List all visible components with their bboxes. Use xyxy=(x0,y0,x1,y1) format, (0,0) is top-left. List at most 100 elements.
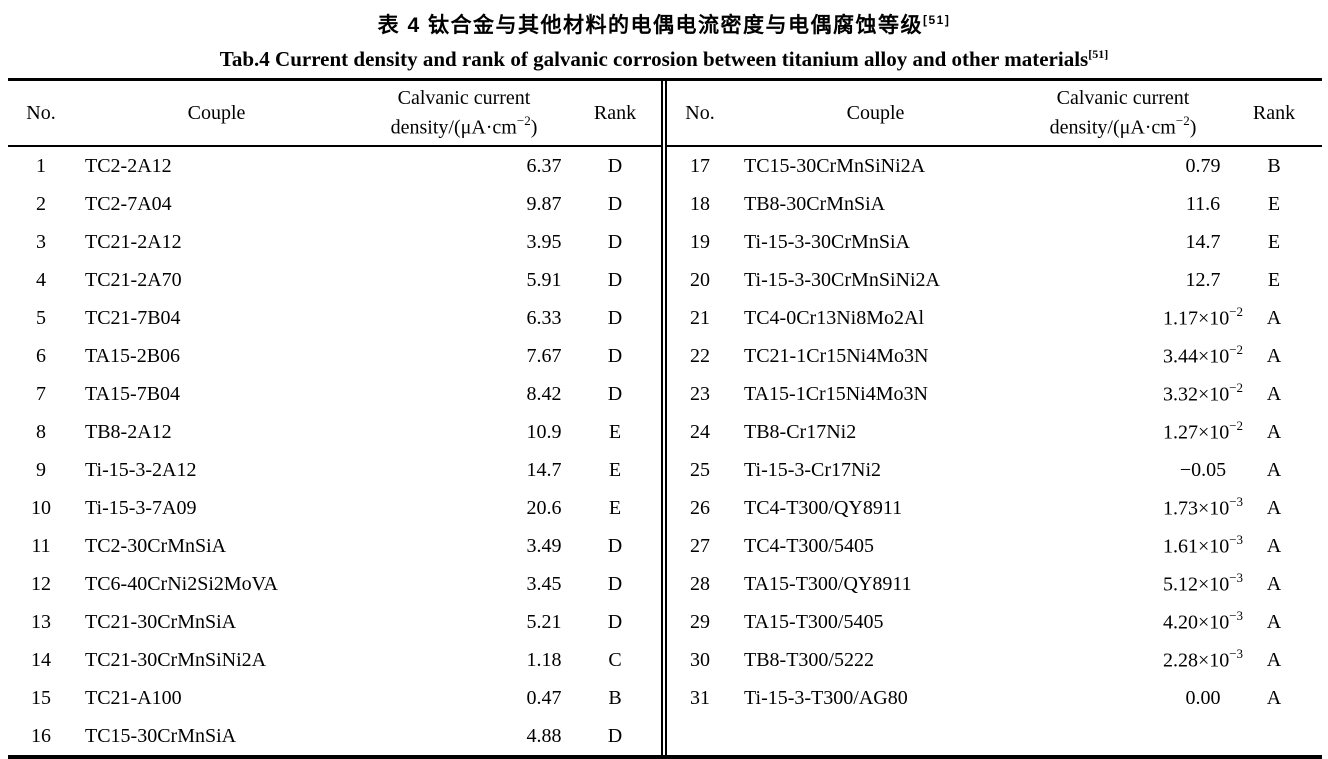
column-header-density-exponent: −2 xyxy=(516,112,531,128)
column-header-no: No. xyxy=(685,101,715,124)
cell-rank: D xyxy=(607,572,623,595)
cell-row-number: 3 xyxy=(36,230,46,253)
cell-row-number: 5 xyxy=(36,306,46,329)
cell-couple: TC21-7B04 xyxy=(85,306,181,329)
cell-couple: TA15-T300/5405 xyxy=(744,610,884,633)
cell-density-exponent: −3 xyxy=(1229,646,1244,662)
cell-row-number: 21 xyxy=(690,306,710,329)
cell-current-density: −0.05 xyxy=(1179,458,1227,481)
cell-couple: TC21-30CrMnSiNi2A xyxy=(85,648,267,671)
cell-current-density: 7.67 xyxy=(526,344,562,367)
table-row: 15 TC21-A100 0.47 B xyxy=(8,679,661,717)
table-row: 28 TA15-T300/QY8911 5.12×10−3 A xyxy=(667,565,1322,603)
cell-rank: A xyxy=(1266,458,1282,481)
cell-rank: E xyxy=(1267,230,1281,253)
table-row: 23 TA15-1Cr15Ni4Mo3N 3.32×10−2 A xyxy=(667,375,1322,413)
data-table: No. Couple Calvanic current density/(μA·… xyxy=(8,78,1322,759)
reference-superscript-english: [51] xyxy=(1088,47,1109,61)
column-header-density-exponent: −2 xyxy=(1175,112,1190,128)
cell-row-number: 24 xyxy=(690,420,710,443)
column-header-couple: Couple xyxy=(187,101,246,124)
cell-current-density: 0.00 xyxy=(1185,686,1221,709)
cell-current-density: 3.45 xyxy=(526,572,562,595)
cell-couple: TC4-T300/QY8911 xyxy=(744,496,903,519)
cell-density-exponent: −2 xyxy=(1229,418,1244,434)
cell-row-number: 12 xyxy=(31,572,51,595)
column-header-rank: Rank xyxy=(593,101,637,124)
cell-couple: TC6-40CrNi2Si2MoVA xyxy=(85,572,278,595)
cell-current-density: 1.61×10−3 xyxy=(1162,532,1244,558)
cell-current-density: 1.73×10−3 xyxy=(1162,494,1244,520)
column-header-density-paren: ) xyxy=(530,116,538,139)
cell-couple: TC2-30CrMnSiA xyxy=(85,534,227,557)
cell-couple: TC21-30CrMnSiA xyxy=(85,610,237,633)
cell-row-number: 10 xyxy=(31,496,51,519)
table-row: 30 TB8-T300/5222 2.28×10−3 A xyxy=(667,641,1322,679)
cell-density-exponent: −2 xyxy=(1229,380,1244,396)
cell-row-number: 11 xyxy=(31,534,51,557)
cell-row-number: 16 xyxy=(31,724,51,747)
cell-current-density: 3.49 xyxy=(526,534,562,557)
cell-row-number: 30 xyxy=(690,648,710,671)
cell-rank: A xyxy=(1266,496,1282,519)
cell-couple: Ti-15-3-T300/AG80 xyxy=(744,686,908,709)
cell-current-density: 9.87 xyxy=(526,192,562,215)
cell-current-density: 0.47 xyxy=(526,686,562,709)
cell-couple: TB8-Cr17Ni2 xyxy=(744,420,857,443)
table-header-left: No. Couple Calvanic current density/(μA·… xyxy=(8,81,661,147)
table-row: 9 Ti-15-3-2A12 14.7 E xyxy=(8,451,661,489)
cell-rank: D xyxy=(607,724,623,747)
cell-rank: A xyxy=(1266,648,1282,671)
table-row: 7 TA15-7B04 8.42 D xyxy=(8,375,661,413)
cell-row-number: 2 xyxy=(36,192,46,215)
cell-current-density: 1.17×10−2 xyxy=(1162,304,1244,330)
table-title-english-text: Tab.4 Current density and rank of galvan… xyxy=(219,47,1089,71)
cell-row-number: 13 xyxy=(31,610,51,633)
cell-current-density: 1.18 xyxy=(526,648,562,671)
table-row: 19 Ti-15-3-30CrMnSiA 14.7 E xyxy=(667,223,1322,261)
cell-current-density: 11.6 xyxy=(1185,192,1221,215)
table-title-chinese-text: 表 4 钛合金与其他材料的电偶电流密度与电偶腐蚀等级 xyxy=(377,14,923,37)
cell-rank: D xyxy=(607,344,623,367)
cell-rank: A xyxy=(1266,306,1282,329)
table-row: 27 TC4-T300/5405 1.61×10−3 A xyxy=(667,527,1322,565)
cell-current-density: 1.27×10−2 xyxy=(1162,418,1244,444)
cell-density-exponent: −2 xyxy=(1229,342,1244,358)
cell-density-exponent: −2 xyxy=(1229,304,1244,320)
cell-rank: A xyxy=(1266,344,1282,367)
table-row: 16 TC15-30CrMnSiA 4.88 D xyxy=(8,717,661,755)
cell-current-density: 4.20×10−3 xyxy=(1162,608,1244,634)
cell-couple: TC4-T300/5405 xyxy=(744,534,874,557)
cell-current-density: 4.88 xyxy=(526,724,562,747)
cell-current-density: 14.7 xyxy=(526,458,562,481)
table-row: 18 TB8-30CrMnSiA 11.6 E xyxy=(667,185,1322,223)
cell-row-number: 8 xyxy=(36,420,46,443)
cell-couple: TA15-2B06 xyxy=(85,344,181,367)
cell-couple: TB8-2A12 xyxy=(85,420,172,443)
table-captions: 表 4 钛合金与其他材料的电偶电流密度与电偶腐蚀等级[51] Tab.4 Cur… xyxy=(0,0,1328,73)
cell-rank: E xyxy=(1267,192,1281,215)
cell-current-density: 5.21 xyxy=(526,610,562,633)
cell-current-density: 3.44×10−2 xyxy=(1162,342,1244,368)
cell-current-density: 12.7 xyxy=(1185,268,1221,291)
table-title-chinese: 表 4 钛合金与其他材料的电偶电流密度与电偶腐蚀等级[51] xyxy=(0,5,1328,41)
cell-current-density: 5.91 xyxy=(526,268,562,291)
column-header-no: No. xyxy=(26,101,56,124)
cell-row-number: 22 xyxy=(690,344,710,367)
column-header-density-unit: density/(μA·cm xyxy=(390,116,517,139)
cell-rank: D xyxy=(607,192,623,215)
cell-row-number: 9 xyxy=(36,458,46,481)
cell-couple: TC2-2A12 xyxy=(85,154,172,177)
table-row: 25 Ti-15-3-Cr17Ni2 −0.05 A xyxy=(667,451,1322,489)
table-row: 2 TC2-7A04 9.87 D xyxy=(8,185,661,223)
cell-rank: D xyxy=(607,306,623,329)
cell-row-number: 19 xyxy=(690,230,710,253)
cell-current-density: 3.95 xyxy=(526,230,562,253)
cell-couple: Ti-15-3-7A09 xyxy=(85,496,197,519)
column-header-couple: Couple xyxy=(846,101,905,124)
cell-rank: D xyxy=(607,382,623,405)
table-header-right: No. Couple Calvanic current density/(μA·… xyxy=(667,81,1322,147)
column-header-density-line1: Calvanic current xyxy=(1056,86,1190,109)
cell-rank: B xyxy=(1267,154,1281,177)
reference-superscript-chinese: [51] xyxy=(923,13,951,27)
